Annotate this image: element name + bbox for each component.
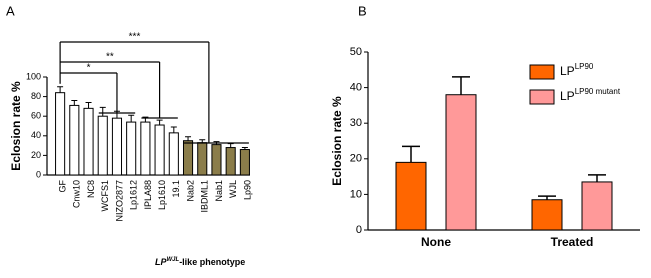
x-tick-label: None: [421, 235, 451, 249]
error-bar: [99, 106, 106, 117]
x-tick-label: IPLA88: [143, 180, 153, 210]
error-bar: [128, 114, 135, 123]
bar: [531, 199, 563, 231]
y-tick-label: 60: [31, 111, 41, 121]
panel-label: A: [6, 3, 15, 18]
x-tick-label: 19.1: [171, 180, 181, 198]
error-bar: [538, 195, 556, 200]
error-bar: [402, 145, 420, 163]
legend-sup: LP90 mutant: [575, 87, 621, 96]
error-bar: [227, 143, 234, 148]
error-bar: [156, 119, 163, 126]
error-bar: [57, 86, 64, 93]
y-tick-label: 80: [31, 91, 41, 101]
bar: [83, 107, 94, 176]
error-bar: [241, 147, 248, 150]
legend-name: LP: [560, 64, 575, 78]
error-bar: [199, 139, 206, 143]
bar: [225, 147, 236, 176]
x-tick-label: NC8: [86, 180, 96, 198]
y-tick-label: 40: [31, 130, 41, 140]
legend-label: LPLP90 mutant: [560, 87, 621, 103]
bar: [168, 132, 179, 176]
footnote-part: LP: [155, 257, 167, 267]
y-tick-label: 40: [350, 82, 362, 94]
panel-label: B: [358, 3, 367, 18]
x-tick-label: Nab2: [185, 180, 195, 202]
bar: [182, 140, 194, 176]
significance-label: ***: [129, 32, 141, 43]
bar: [581, 181, 613, 231]
y-tick-label: 20: [350, 153, 362, 165]
y-tick-label: 0: [356, 224, 362, 236]
x-tick-label: Lp1610: [157, 180, 167, 210]
y-tick-label: 50: [350, 46, 362, 58]
error-bar: [85, 101, 92, 109]
bar: [97, 115, 108, 176]
x-tick-label: Treated: [551, 235, 594, 249]
x-tick-label: Nab1: [214, 180, 224, 202]
y-tick-label: 0: [36, 169, 41, 179]
y-tick-label: 20: [31, 150, 41, 160]
footnote: LPWJL-like phenotype: [155, 257, 245, 268]
significance-label: **: [106, 52, 114, 63]
bar: [55, 92, 66, 176]
x-tick-label: WCFS1: [100, 180, 110, 212]
y-tick-label: 30: [350, 117, 362, 129]
legend-label: LPLP90: [560, 62, 594, 78]
y-tick-label: 100: [26, 71, 41, 81]
footnote-part: -like phenotype: [179, 257, 245, 267]
bar: [445, 94, 477, 231]
y-tick-label: 10: [350, 188, 362, 200]
x-tick-label: Cnw10: [72, 180, 82, 208]
bar: [111, 117, 123, 176]
footnote-part: WJL: [167, 257, 180, 263]
x-tick-label: NIZO2877: [114, 180, 124, 222]
bar: [211, 144, 222, 176]
bar: [239, 149, 250, 176]
error-bar: [170, 126, 177, 133]
legend-swatch: [529, 64, 555, 80]
error-bar: [185, 136, 192, 141]
x-tick-label: Lp90: [242, 180, 252, 200]
x-tick-label: WJL: [228, 180, 238, 198]
bar: [140, 121, 151, 176]
legend-name: LP: [560, 89, 575, 103]
bar: [197, 142, 208, 176]
x-tick-label: GF: [57, 179, 67, 192]
legend-sup: LP90: [575, 62, 594, 71]
bar: [395, 161, 427, 231]
error-bar: [452, 76, 470, 95]
bar: [154, 124, 165, 176]
x-tick-label: IBDML1: [200, 180, 210, 213]
error-bar: [588, 174, 606, 182]
y-axis-label: Eclosion rate %: [330, 96, 344, 186]
x-tick-label: Lp1612: [129, 180, 139, 210]
bar: [69, 104, 80, 176]
bar: [126, 121, 137, 176]
error-bar: [71, 100, 78, 106]
legend-swatch: [529, 89, 555, 105]
y-axis-label: Eclosion rate %: [9, 81, 23, 171]
significance-label: *: [87, 63, 91, 74]
